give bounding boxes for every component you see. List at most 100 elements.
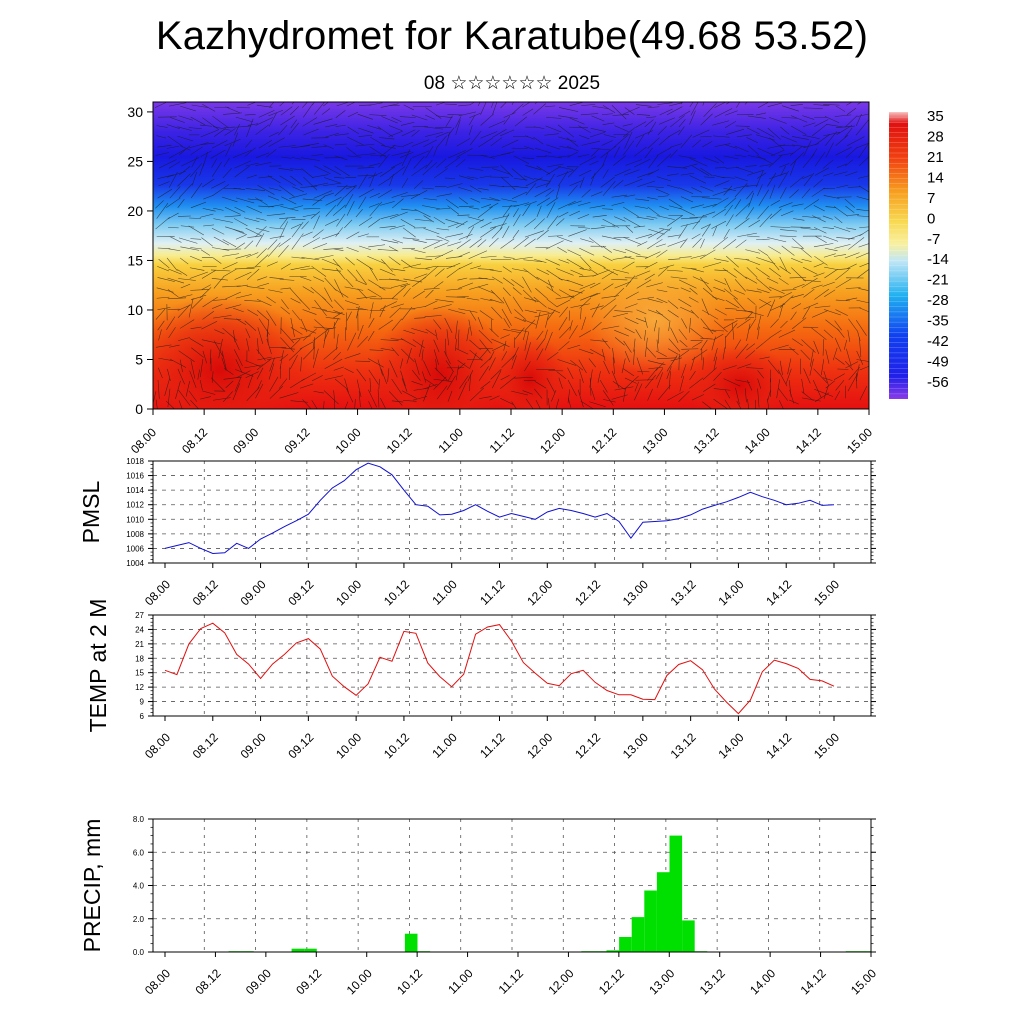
- wind-vector: [266, 149, 277, 158]
- wind-vector: [203, 195, 214, 200]
- wind-vector: [367, 124, 381, 130]
- wind-vector: [245, 371, 259, 378]
- wind-vector: [637, 171, 655, 178]
- wind-vector: [622, 388, 626, 402]
- wind-vector: [648, 366, 663, 370]
- wind-vector: [811, 310, 829, 318]
- wind-vector: [681, 318, 688, 329]
- wind-vector: [433, 216, 446, 225]
- wind-vector: [723, 378, 741, 387]
- wind-vector: [244, 320, 257, 331]
- wind-vector: [679, 340, 688, 348]
- wind-vector: [644, 329, 647, 341]
- wind-vector: [845, 171, 858, 177]
- wind-vector: [313, 390, 324, 394]
- wind-vector: [546, 202, 556, 218]
- wind-vector: [602, 338, 611, 349]
- wind-vector: [523, 268, 539, 280]
- wind-vector: [591, 303, 600, 318]
- wind-vector: [178, 337, 190, 342]
- wind-vector: [524, 238, 536, 247]
- wind-vector: [466, 226, 475, 239]
- wind-vector: [544, 329, 548, 340]
- wind-vector: [303, 208, 321, 210]
- wind-vector: [834, 216, 843, 224]
- warm-core-4: [685, 345, 795, 409]
- wind-vector: [480, 356, 493, 368]
- wind-vector: [589, 132, 606, 138]
- wind-vector: [767, 299, 776, 318]
- wind-vector: [602, 169, 609, 179]
- wind-vector: [221, 196, 238, 203]
- wind-vector: [824, 116, 840, 124]
- wind-vector: [168, 172, 178, 188]
- wind-vector: [167, 212, 179, 220]
- wind-vector: [668, 214, 683, 217]
- wind-vector: [780, 229, 798, 232]
- wind-vector: [756, 288, 770, 294]
- wind-vector: [780, 135, 798, 143]
- wind-vector: [302, 399, 312, 409]
- precip-x-tick-label: 15.00: [848, 966, 879, 997]
- colorbar-label: 28: [927, 128, 944, 145]
- wind-vector: [235, 116, 253, 123]
- wind-vector: [221, 357, 227, 371]
- wind-vector: [199, 287, 212, 299]
- wind-vector: [803, 107, 823, 109]
- wind-vector: [455, 320, 458, 340]
- wind-vector: [156, 125, 168, 128]
- wind-vector: [689, 102, 694, 108]
- wind-vector: [678, 391, 690, 402]
- precip-bar: [291, 948, 305, 952]
- wind-vector: [822, 281, 835, 287]
- wind-vector: [822, 159, 834, 169]
- wind-vector: [613, 236, 630, 239]
- wind-vector: [281, 299, 289, 310]
- wind-vector: [458, 308, 478, 313]
- wind-vector: [313, 118, 333, 125]
- wind-vector: [156, 202, 169, 219]
- wind-vector: [545, 155, 562, 159]
- wind-vector: [290, 317, 295, 338]
- wind-vector: [500, 176, 516, 190]
- section-y-tick-label: 25: [127, 153, 143, 169]
- wind-vector: [558, 341, 570, 351]
- precip-x-tick-label: 08.12: [192, 966, 223, 997]
- wind-vector: [577, 226, 591, 229]
- wind-vector: [668, 338, 681, 352]
- wind-vector: [822, 215, 833, 220]
- wind-vector: [403, 104, 415, 111]
- wind-vector: [624, 351, 630, 363]
- wind-vector: [724, 204, 733, 216]
- wind-vector: [280, 306, 291, 315]
- wind-vector: [202, 208, 216, 212]
- wind-vector: [468, 167, 484, 171]
- wind-vector: [746, 343, 756, 351]
- section-x-tick-label: 15.00: [844, 425, 875, 456]
- wind-vector: [621, 358, 626, 374]
- wind-vector: [757, 388, 760, 408]
- wind-vector: [414, 273, 428, 279]
- wind-vector: [480, 113, 494, 126]
- wind-vector: [522, 330, 527, 341]
- wind-vector: [814, 392, 830, 403]
- wind-vector: [656, 227, 672, 240]
- precip-bar: [606, 950, 620, 952]
- wind-vector: [691, 341, 702, 348]
- wind-vector: [488, 237, 499, 248]
- wind-vector: [679, 207, 695, 216]
- wind-vector: [456, 148, 473, 158]
- wind-vector: [780, 320, 788, 329]
- wind-vector: [210, 349, 212, 364]
- wind-vector: [377, 126, 394, 138]
- wind-vector: [312, 174, 329, 178]
- wind-vector: [809, 358, 814, 376]
- wind-vector: [302, 117, 318, 127]
- wind-vector: [568, 185, 578, 196]
- wind-vector: [169, 186, 181, 199]
- wind-vector: [757, 205, 770, 220]
- wind-vector: [490, 152, 511, 158]
- temp-2m-x-tick-label: 08.00: [142, 730, 173, 761]
- wind-vector: [580, 113, 599, 116]
- wind-vector: [155, 200, 164, 209]
